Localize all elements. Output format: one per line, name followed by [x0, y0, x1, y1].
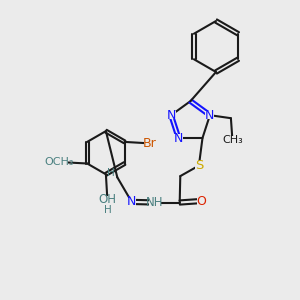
Text: OH: OH: [98, 193, 116, 206]
Bar: [103, 196, 112, 204]
Bar: [128, 198, 136, 206]
Text: S: S: [195, 159, 203, 172]
Bar: [167, 111, 176, 119]
Bar: [144, 139, 156, 148]
Bar: [174, 134, 183, 142]
Bar: [195, 161, 203, 170]
Bar: [49, 158, 68, 166]
Bar: [225, 136, 240, 144]
Bar: [149, 198, 161, 207]
Text: N: N: [167, 109, 176, 122]
Text: OCH₃: OCH₃: [44, 157, 74, 167]
Text: O: O: [196, 194, 206, 208]
Bar: [206, 111, 214, 119]
Text: N: N: [127, 195, 136, 208]
Text: Br: Br: [143, 137, 157, 150]
Text: N: N: [205, 109, 214, 122]
Text: H: H: [107, 167, 115, 178]
Bar: [197, 197, 205, 205]
Text: N: N: [174, 131, 183, 145]
Text: NH: NH: [146, 196, 164, 209]
Text: H: H: [103, 205, 111, 215]
Text: CH₃: CH₃: [222, 135, 243, 145]
